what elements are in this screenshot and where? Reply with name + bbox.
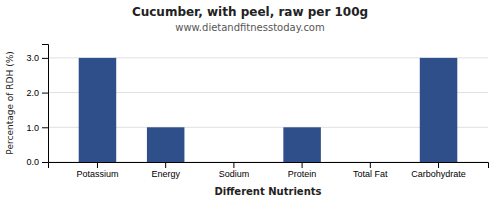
y-tick-mark	[42, 127, 48, 128]
bar	[215, 162, 253, 163]
bar	[79, 58, 117, 162]
x-tick-mark	[302, 162, 303, 168]
bar	[420, 58, 458, 162]
x-tick: Potassium	[76, 162, 118, 179]
y-tick-label: 1.0	[26, 123, 39, 133]
x-tick-mark	[165, 162, 166, 168]
x-tick: Sodium	[219, 162, 250, 179]
y-tick-label: 0.0	[26, 157, 39, 167]
bar	[283, 127, 321, 162]
y-tick: 0.0	[26, 157, 48, 167]
bars	[79, 58, 458, 162]
x-tick-label: Potassium	[76, 169, 118, 179]
bar	[147, 127, 185, 162]
y-tick-mark	[42, 93, 48, 94]
x-tick-label: Protein	[288, 169, 317, 179]
x-tick-mark	[438, 162, 439, 168]
y-tick-mark	[42, 58, 48, 59]
x-tick-label: Sodium	[219, 169, 250, 179]
x-tick-label: Energy	[151, 169, 180, 179]
y-tick: 1.0	[26, 123, 48, 133]
x-tick: Energy	[151, 162, 180, 179]
x-tick-label: Total Fat	[353, 169, 388, 179]
y-axis: 0.0 1.0 2.0 3.0	[26, 45, 48, 168]
x-tick-label: Carbohydrate	[411, 169, 466, 179]
x-tick-mark	[233, 162, 234, 168]
x-tick: Carbohydrate	[411, 162, 466, 179]
y-tick-label: 3.0	[26, 53, 39, 63]
x-tick-mark	[370, 162, 371, 168]
x-axis: Potassium Energy Sodium Protein Total Fat Car…	[49, 162, 489, 179]
x-tick-mark	[97, 162, 98, 168]
bar	[352, 162, 390, 163]
x-tick: Protein	[288, 162, 317, 179]
y-tick: 2.0	[26, 88, 48, 98]
x-axis-title: Different Nutrients	[215, 186, 322, 197]
subtitle: www.dietandfitnesstoday.com	[175, 22, 324, 33]
x-tick: Total Fat	[353, 162, 388, 179]
chart: Potassium Energy Sodium Protein Total Fat Car…	[0, 0, 500, 200]
y-tick-mark	[42, 162, 48, 163]
y-tick-label: 2.0	[26, 88, 39, 98]
y-axis-title: Percentage of RDH (%)	[5, 51, 15, 154]
x-axis-line	[49, 163, 489, 169]
grid	[48, 58, 488, 162]
y-axis-line	[42, 45, 49, 163]
title: Cucumber, with peel, raw per 100g	[132, 5, 368, 19]
y-tick: 3.0	[26, 53, 48, 63]
